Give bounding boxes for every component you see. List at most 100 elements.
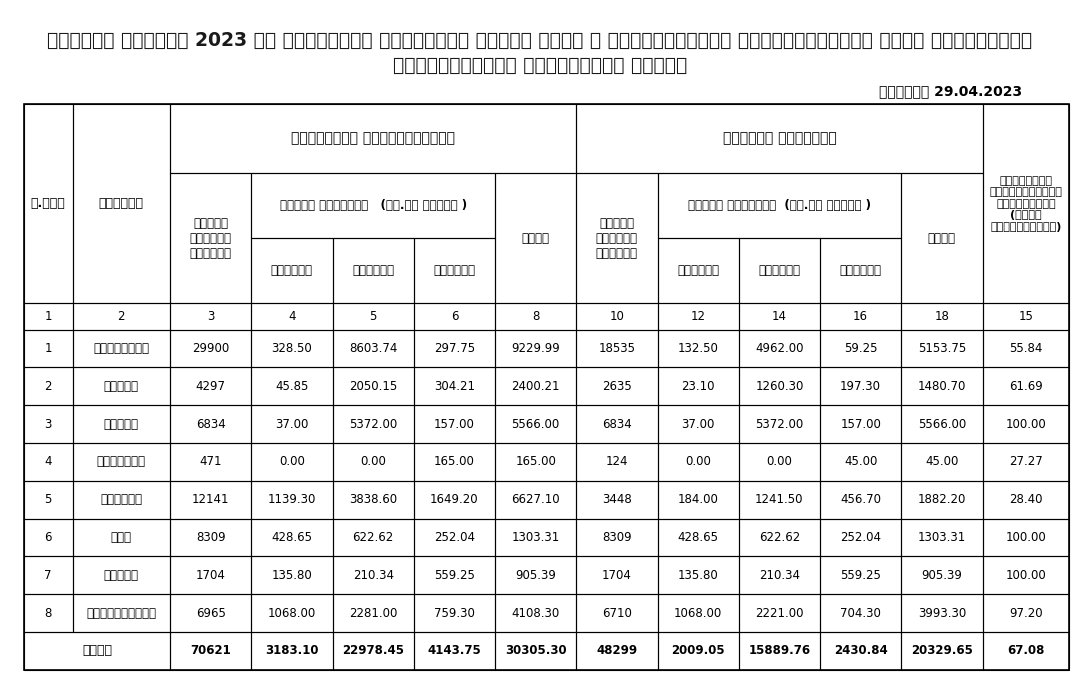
Text: 5372.00: 5372.00: [755, 418, 804, 430]
Text: फळपिके: फळपिके: [433, 264, 475, 278]
Text: 0.00: 0.00: [279, 455, 305, 468]
Text: बाधित
शेतकरी
संख्या: बाधित शेतकरी संख्या: [596, 217, 638, 260]
Text: 1882.20: 1882.20: [918, 493, 967, 506]
Text: झालेल्या
पंचनाम्याची
टक्केवारी
(एकूण
क्षेत्राशी): झालेल्या पंचनाम्याची टक्केवारी (एकूण क्ष…: [989, 176, 1063, 232]
Text: 6710: 6710: [602, 607, 632, 620]
Text: 1241.50: 1241.50: [755, 493, 804, 506]
Text: 8603.74: 8603.74: [349, 342, 397, 355]
Text: बीड: बीड: [111, 531, 132, 544]
Text: बाधित
शेतकरी
संख्या: बाधित शेतकरी संख्या: [190, 217, 231, 260]
Text: 7: 7: [44, 568, 52, 582]
Text: 135.80: 135.80: [678, 568, 718, 582]
Text: 28.40: 28.40: [1009, 493, 1042, 506]
Text: एकूण: एकूण: [522, 232, 550, 244]
Text: जिरायत: जिरायत: [677, 264, 719, 278]
Text: 2400.21: 2400.21: [512, 380, 559, 393]
Text: 0.00: 0.00: [767, 455, 793, 468]
Text: 6627.10: 6627.10: [511, 493, 559, 506]
Text: 4143.75: 4143.75: [428, 644, 482, 657]
Text: 135.80: 135.80: [271, 568, 312, 582]
Text: 4962.00: 4962.00: [755, 342, 804, 355]
Text: 2009.05: 2009.05: [672, 644, 725, 657]
Text: 37.00: 37.00: [681, 418, 715, 430]
Text: 0.00: 0.00: [361, 455, 386, 468]
Text: 252.04: 252.04: [840, 531, 881, 544]
Text: 1303.31: 1303.31: [918, 531, 966, 544]
Text: 157.00: 157.00: [434, 418, 475, 430]
Text: 157.00: 157.00: [840, 418, 881, 430]
Text: 1: 1: [44, 342, 52, 355]
Text: 559.25: 559.25: [434, 568, 475, 582]
Text: 6: 6: [450, 310, 458, 323]
Text: 2221.00: 2221.00: [755, 607, 804, 620]
Text: 45.85: 45.85: [275, 380, 309, 393]
Text: 1260.30: 1260.30: [755, 380, 804, 393]
Text: 67.08: 67.08: [1008, 644, 1044, 657]
Text: 20329.65: 20329.65: [910, 644, 973, 657]
Text: 97.20: 97.20: [1009, 607, 1042, 620]
Text: बागायत: बागायत: [352, 264, 394, 278]
Text: 22978.45: 22978.45: [342, 644, 404, 657]
Text: 59.25: 59.25: [843, 342, 877, 355]
Text: 55.84: 55.84: [1009, 342, 1042, 355]
Text: 2281.00: 2281.00: [349, 607, 397, 620]
Text: 5372.00: 5372.00: [349, 418, 397, 430]
Text: 8: 8: [44, 607, 52, 620]
Text: बाधित क्षेत्र  (हे.आर मध्ये ): बाधित क्षेत्र (हे.आर मध्ये ): [688, 199, 870, 212]
Text: 5153.75: 5153.75: [918, 342, 966, 355]
Text: 6834: 6834: [602, 418, 632, 430]
Text: 12: 12: [690, 310, 705, 323]
Text: 6965: 6965: [195, 607, 226, 620]
Text: 328.50: 328.50: [271, 342, 312, 355]
Text: 5: 5: [369, 310, 377, 323]
Text: उस्मानाबाद: उस्मानाबाद: [86, 607, 157, 620]
Text: 165.00: 165.00: [515, 455, 556, 468]
Text: 2: 2: [118, 310, 125, 323]
Text: 0.00: 0.00: [685, 455, 711, 468]
Text: 61.69: 61.69: [1009, 380, 1043, 393]
Text: 210.34: 210.34: [759, 568, 800, 582]
Text: 37.00: 37.00: [275, 418, 309, 430]
Text: 9229.99: 9229.99: [511, 342, 561, 355]
Text: 428.65: 428.65: [271, 531, 312, 544]
Text: नांदेड: नांदेड: [100, 493, 143, 506]
Text: 4108.30: 4108.30: [512, 607, 559, 620]
Text: हिंगोली: हिंगोली: [97, 455, 146, 468]
Text: परभणी: परभणी: [104, 418, 138, 430]
Text: 297.75: 297.75: [434, 342, 475, 355]
Text: 4: 4: [288, 310, 296, 323]
Text: 10: 10: [609, 310, 624, 323]
Text: 48299: 48299: [596, 644, 637, 657]
Text: 622.62: 622.62: [352, 531, 394, 544]
Text: जिरायत: जिरायत: [271, 264, 313, 278]
Text: 622.62: 622.62: [759, 531, 800, 544]
Text: 27.27: 27.27: [1009, 455, 1043, 468]
Text: 704.30: 704.30: [840, 607, 881, 620]
Text: 45.00: 45.00: [843, 455, 877, 468]
Text: 428.65: 428.65: [677, 531, 718, 544]
Text: 1480.70: 1480.70: [918, 380, 967, 393]
Text: 165.00: 165.00: [434, 455, 475, 468]
Text: 23.10: 23.10: [681, 380, 715, 393]
Text: 1139.30: 1139.30: [268, 493, 316, 506]
Text: 905.39: 905.39: [515, 568, 556, 582]
Text: अ.क्र: अ.क्र: [30, 197, 66, 210]
Text: 1704: 1704: [195, 568, 226, 582]
Text: 905.39: 905.39: [921, 568, 962, 582]
Text: 100.00: 100.00: [1005, 531, 1047, 544]
Text: 3183.10: 3183.10: [266, 644, 319, 657]
Text: 16: 16: [853, 310, 868, 323]
Text: प्राथमिक अहवालानुसार: प्राथमिक अहवालानुसार: [292, 131, 455, 146]
Text: एकूण: एकूण: [928, 232, 956, 244]
Text: 456.70: 456.70: [840, 493, 881, 506]
Text: 3: 3: [44, 418, 52, 430]
Text: 45.00: 45.00: [926, 455, 959, 468]
Text: 559.25: 559.25: [840, 568, 881, 582]
Text: 210.34: 210.34: [353, 568, 393, 582]
Text: 15889.76: 15889.76: [748, 644, 810, 657]
Text: 132.50: 132.50: [678, 342, 718, 355]
Text: 70621: 70621: [190, 644, 231, 657]
Text: दिनांक 29.04.2023: दिनांक 29.04.2023: [879, 85, 1022, 99]
Text: 184.00: 184.00: [678, 493, 718, 506]
Text: 5566.00: 5566.00: [918, 418, 966, 430]
